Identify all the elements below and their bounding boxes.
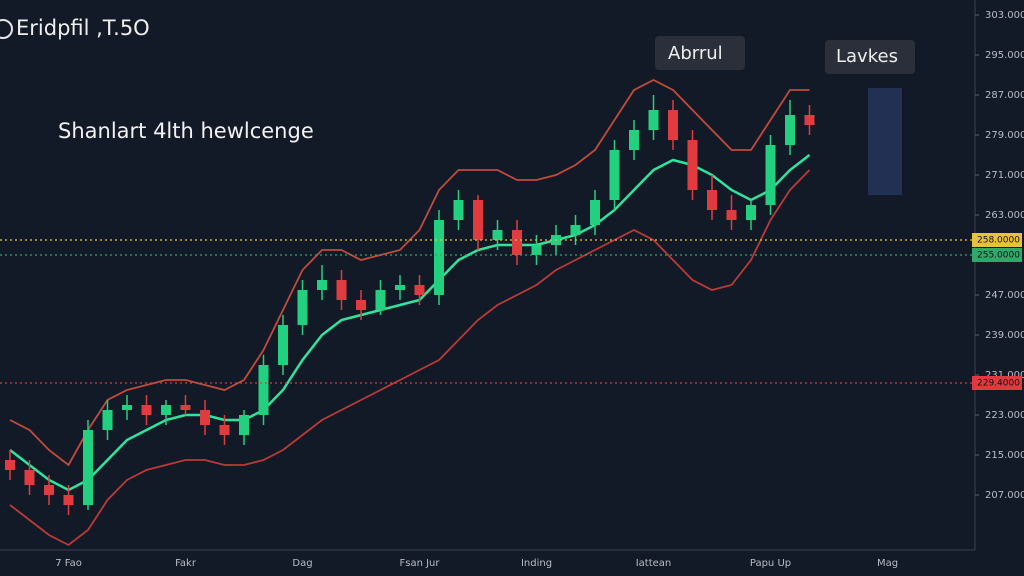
- y-tick-label: 247.0000: [985, 290, 1024, 301]
- y-tick-label: 223.0000: [985, 410, 1024, 421]
- candle-body: [492, 230, 503, 240]
- candle-body: [414, 285, 425, 295]
- candle-body: [161, 405, 171, 415]
- candle-body: [746, 205, 756, 220]
- candle-body: [590, 200, 600, 225]
- y-tick-label: 271.0000: [985, 170, 1024, 181]
- x-tick-label: Mag: [877, 558, 898, 569]
- annotation: Shanlart 4lth hewlcenge: [58, 119, 314, 143]
- candle-body: [141, 405, 152, 415]
- callout: Lavkes: [836, 46, 898, 67]
- candle-body: [63, 495, 74, 505]
- candle-body: [765, 145, 776, 205]
- line-lower: [9, 169, 811, 547]
- candle-body: [687, 140, 698, 190]
- candle-body: [24, 470, 35, 485]
- y-tick-label: 207.0000: [985, 490, 1024, 501]
- x-tick-label: Inding: [521, 558, 552, 569]
- x-tick-label: 7 Fao: [55, 558, 82, 569]
- candle-body: [570, 225, 581, 235]
- y-tick-label: 303.0000: [985, 10, 1024, 21]
- candle-body: [512, 230, 522, 255]
- x-tick-label: Iattean: [636, 558, 672, 569]
- logo: [0, 19, 13, 39]
- y-tick-label: 263.0000: [985, 210, 1024, 221]
- y-tick-label: 231.0000: [985, 370, 1024, 381]
- candle-body: [648, 110, 659, 130]
- candle-body: [102, 410, 113, 430]
- price-tag-label: 255.0000: [977, 251, 1020, 261]
- y-tick-label: 287.0000: [985, 90, 1024, 101]
- candle-body: [707, 190, 717, 210]
- candle-body: [785, 115, 795, 145]
- price-tag: [972, 233, 1022, 247]
- y-tick-label: 279.0000: [985, 130, 1024, 141]
- candle-body: [219, 425, 230, 435]
- highlight-box: [868, 88, 902, 195]
- candle-body: [83, 430, 93, 505]
- price-tag-label: 229.4000: [977, 379, 1020, 389]
- candle-body: [180, 405, 191, 410]
- callout-box: [825, 40, 915, 74]
- candle-body: [5, 460, 15, 470]
- candle-body: [317, 280, 327, 290]
- price-tag: [972, 376, 1022, 390]
- candle-body: [297, 290, 308, 325]
- candle-body: [668, 110, 678, 140]
- candle-body: [44, 485, 54, 495]
- y-tick-label: 239.0000: [985, 330, 1024, 341]
- line-upper: [9, 78, 810, 467]
- chart-title: Eridpfil ,T.5O: [16, 16, 150, 40]
- candle-body: [531, 245, 542, 255]
- candle-body: [336, 280, 347, 300]
- candle-body: [122, 405, 132, 410]
- y-tick-label: 295.0000: [985, 50, 1024, 61]
- candle-body: [609, 150, 620, 200]
- candle-body: [434, 220, 444, 295]
- x-tick-label: Fsan Jur: [399, 558, 440, 569]
- x-tick-label: Dag: [292, 558, 312, 569]
- candle-body: [278, 325, 288, 365]
- y-tick-label: 215.0000: [985, 450, 1024, 461]
- candle-body: [375, 290, 386, 310]
- candle-body: [356, 300, 366, 310]
- callout: Abrrul: [668, 43, 723, 64]
- x-tick-label: Papu Up: [750, 558, 791, 569]
- callout-box: [655, 36, 745, 70]
- candle-body: [453, 200, 464, 220]
- candle-body: [258, 365, 269, 415]
- candle-body: [804, 115, 815, 125]
- x-tick-label: Fakr: [175, 558, 197, 569]
- candle-body: [239, 415, 249, 435]
- candle-body: [629, 130, 639, 150]
- line-ma: [9, 154, 811, 492]
- candle-body: [200, 410, 210, 425]
- candle-body: [395, 285, 405, 290]
- price-tag-label: 258.0000: [977, 236, 1020, 246]
- candle-body: [473, 200, 483, 240]
- price-tag: [972, 248, 1022, 262]
- candle-body: [726, 210, 737, 220]
